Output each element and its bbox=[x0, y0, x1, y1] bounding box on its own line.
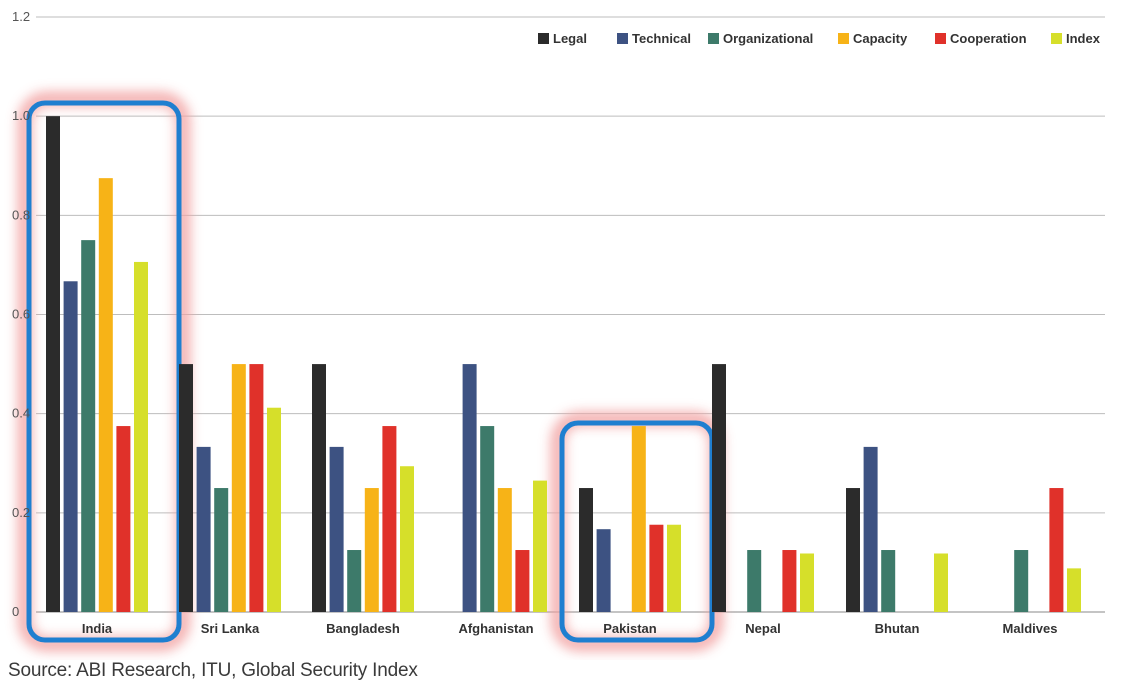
legend-label: Organizational bbox=[723, 31, 813, 46]
bar-chart: 0 0.2 0.4 0.6 0.8 1.0 1.2 India Sri Lanka Bangla… bbox=[12, 9, 1105, 651]
source-note: Source: ABI Research, ITU, Global Securi… bbox=[8, 660, 418, 681]
bar-index-nepal bbox=[800, 553, 814, 612]
x-category-label: Maldives bbox=[1003, 621, 1058, 636]
bar-capacity-bangladesh bbox=[364, 488, 379, 612]
bar-legal-india bbox=[46, 116, 60, 613]
bar-technical-sri-lanka bbox=[196, 446, 211, 612]
bar-technical-pakistan bbox=[596, 529, 611, 612]
bar-technical-afghanistan bbox=[462, 364, 477, 612]
y-tick-label: 1.0 bbox=[12, 108, 30, 123]
y-tick-label: 1.2 bbox=[12, 9, 30, 24]
x-category-label: Bangladesh bbox=[326, 621, 400, 636]
bar-technical-bangladesh bbox=[329, 446, 344, 612]
bar-cooperation-india bbox=[116, 426, 131, 612]
legend-label: Index bbox=[1066, 31, 1101, 46]
bar-organizational-india bbox=[81, 240, 96, 612]
legend-label: Capacity bbox=[853, 31, 908, 46]
bar-organizational-bhutan bbox=[881, 550, 896, 612]
bar-index-sri-lanka bbox=[267, 407, 281, 612]
x-category-label: Sri Lanka bbox=[201, 621, 260, 636]
x-category-label: India bbox=[82, 621, 113, 636]
x-category-labels: India Sri Lanka Bangladesh Afghanistan Pakis… bbox=[82, 621, 1058, 636]
x-category-label: Bhutan bbox=[875, 621, 920, 636]
y-tick-label: 0.6 bbox=[12, 307, 30, 322]
bar-cooperation-sri-lanka bbox=[249, 364, 264, 612]
bar-organizational-afghanistan bbox=[480, 426, 495, 612]
bar-index-maldives bbox=[1067, 568, 1081, 612]
legend-label: Cooperation bbox=[950, 31, 1027, 46]
legend-label: Technical bbox=[632, 31, 691, 46]
bar-legal-pakistan bbox=[579, 488, 593, 612]
y-tick-label: 0.8 bbox=[12, 207, 30, 222]
bar-technical-bhutan bbox=[863, 446, 878, 612]
x-category-label: Pakistan bbox=[603, 621, 657, 636]
x-category-label: Nepal bbox=[745, 621, 780, 636]
bar-cooperation-maldives bbox=[1049, 488, 1064, 612]
bar-technical-india bbox=[63, 281, 78, 612]
y-tick-label: 0.2 bbox=[12, 505, 30, 520]
legend-swatch bbox=[538, 33, 549, 44]
bar-organizational-sri-lanka bbox=[214, 488, 229, 612]
bar-index-india bbox=[134, 261, 148, 612]
legend: Legal Technical Organizational Capacity Coop… bbox=[538, 31, 1101, 46]
y-tick-labels: 0 0.2 0.4 0.6 0.8 1.0 1.2 bbox=[12, 9, 30, 619]
bar-capacity-sri-lanka bbox=[231, 364, 246, 612]
y-tick-label: 0.4 bbox=[12, 406, 30, 421]
bar-capacity-india bbox=[98, 178, 113, 613]
bar-legal-bhutan bbox=[846, 488, 860, 612]
bar-legal-sri-lanka bbox=[179, 364, 193, 612]
bar-cooperation-afghanistan bbox=[515, 550, 530, 612]
legend-label: Legal bbox=[553, 31, 587, 46]
legend-swatch bbox=[617, 33, 628, 44]
bar-cooperation-bangladesh bbox=[382, 426, 397, 612]
x-category-label: Afghanistan bbox=[458, 621, 533, 636]
bar-legal-nepal bbox=[712, 364, 726, 612]
bar-legal-bangladesh bbox=[312, 364, 326, 612]
grid-lines bbox=[36, 16, 1105, 613]
bar-cooperation-nepal bbox=[782, 550, 797, 612]
legend-swatch bbox=[1051, 33, 1062, 44]
legend-swatch bbox=[708, 33, 719, 44]
legend-swatch bbox=[838, 33, 849, 44]
bar-index-bangladesh bbox=[400, 466, 414, 612]
bars bbox=[46, 116, 1081, 613]
bar-index-pakistan bbox=[667, 524, 681, 612]
bar-index-afghanistan bbox=[533, 480, 547, 612]
bar-capacity-pakistan bbox=[631, 426, 646, 612]
bar-cooperation-pakistan bbox=[649, 524, 664, 612]
bar-capacity-afghanistan bbox=[497, 488, 512, 612]
bar-index-bhutan bbox=[934, 553, 948, 612]
legend-swatch bbox=[935, 33, 946, 44]
bar-organizational-bangladesh bbox=[347, 550, 362, 612]
bar-organizational-maldives bbox=[1014, 550, 1029, 612]
bar-organizational-nepal bbox=[747, 550, 762, 612]
y-tick-label: 0 bbox=[12, 604, 19, 619]
